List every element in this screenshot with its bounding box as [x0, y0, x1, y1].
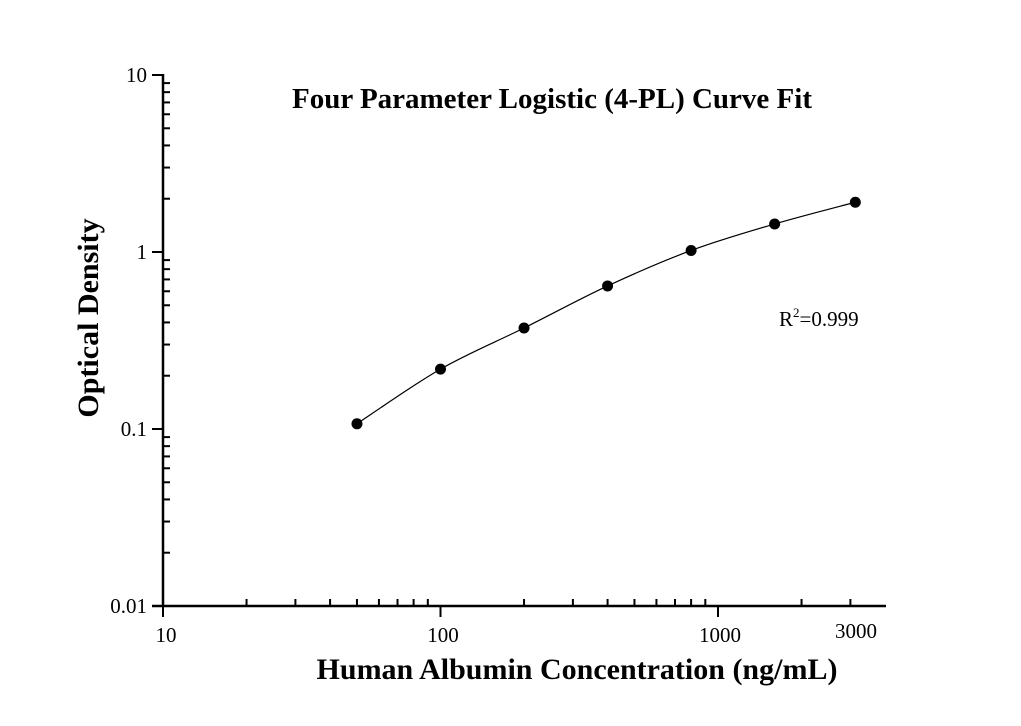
chart-title: Four Parameter Logistic (4-PL) Curve Fit	[292, 83, 812, 115]
x-ticks	[162, 599, 852, 617]
data-point	[685, 244, 697, 256]
data-points	[351, 196, 861, 430]
y-ticks	[152, 74, 170, 607]
data-point	[518, 322, 530, 334]
data-point	[351, 418, 363, 430]
x-axis-title: Human Albumin Concentration (ng/mL)	[317, 653, 838, 686]
x-tick-label: 10	[156, 623, 177, 647]
y-axis-title: Optical Density	[72, 218, 105, 417]
data-point	[769, 218, 781, 230]
y-tick-labels: 10 1 0.1 0.01	[110, 63, 147, 618]
r-squared-annotation: R2=0.999	[779, 305, 859, 331]
data-point	[435, 363, 446, 375]
data-point	[602, 280, 614, 292]
y-tick-label: 0.1	[121, 417, 147, 441]
y-tick-label: 1	[137, 240, 148, 264]
y-tick-label: 0.01	[110, 594, 147, 618]
x-tick-labels: 10 100 1000 3000	[156, 619, 878, 647]
x-tick-label: 3000	[835, 619, 877, 643]
data-point	[849, 196, 861, 208]
x-tick-label: 100	[427, 623, 459, 647]
x-tick-label: 1000	[699, 623, 741, 647]
y-tick-label: 10	[126, 63, 147, 87]
axes	[152, 74, 886, 608]
